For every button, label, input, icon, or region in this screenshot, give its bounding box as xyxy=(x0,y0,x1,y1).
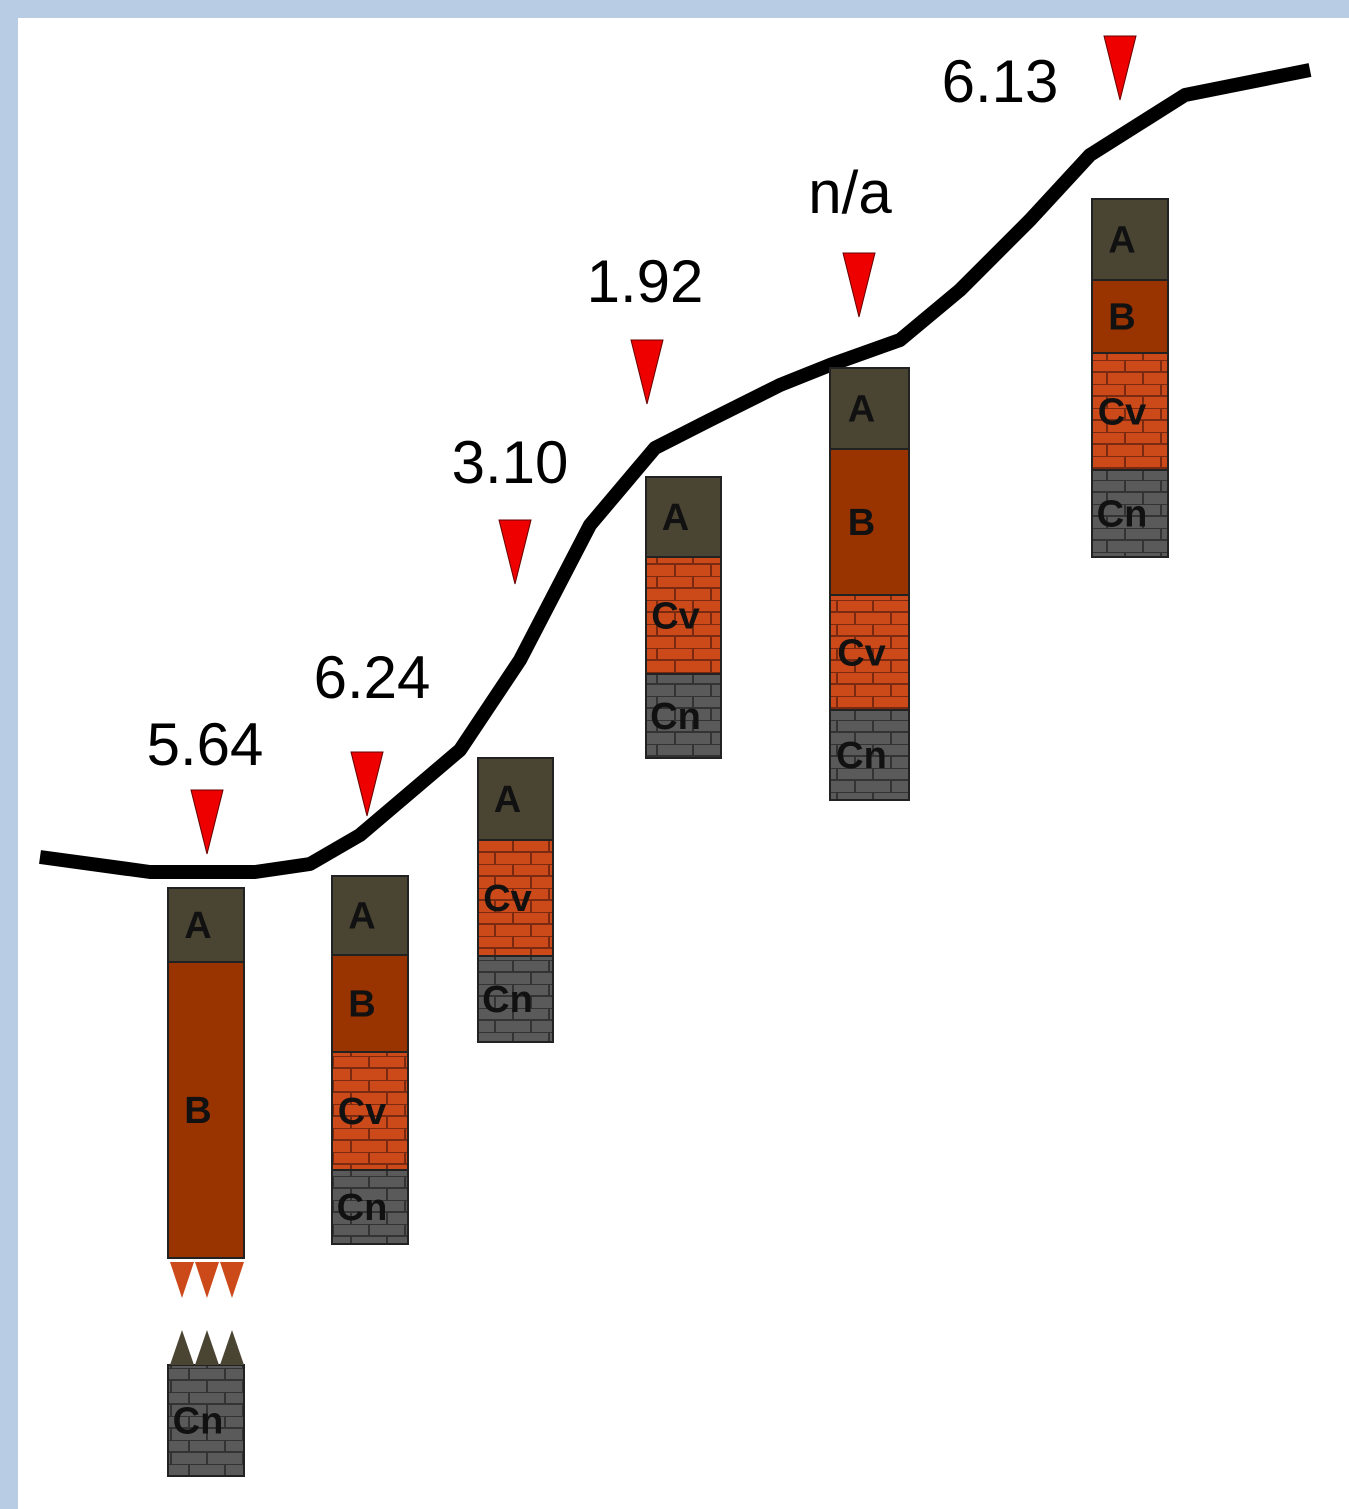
value-label: 6.24 xyxy=(314,644,431,711)
layer-label: Cv xyxy=(651,596,700,638)
soil-layer xyxy=(645,556,722,675)
soil-layer xyxy=(331,1169,409,1245)
layer-label: B xyxy=(1108,297,1135,339)
soil-layer xyxy=(1091,469,1169,558)
layer-label: A xyxy=(662,497,689,539)
layer-label: Cv xyxy=(483,878,532,920)
soil-layer xyxy=(167,961,245,1259)
value-label: 3.10 xyxy=(452,429,569,496)
soil-layer xyxy=(331,954,409,1053)
soil-layer xyxy=(645,476,722,558)
layer-label: A xyxy=(1108,220,1135,262)
layer-label: B xyxy=(348,984,375,1026)
break-spike xyxy=(195,1330,219,1365)
soil-layer xyxy=(331,1051,409,1171)
layer-label: Cn xyxy=(337,1187,388,1229)
value-label: 6.13 xyxy=(942,48,1059,115)
layer-label: Cn xyxy=(1097,494,1148,536)
break-spike xyxy=(170,1262,194,1298)
marker xyxy=(630,339,664,405)
soil-layer xyxy=(477,839,554,957)
layer-label: A xyxy=(848,389,875,431)
value-label: 5.64 xyxy=(147,711,264,778)
soil-layer xyxy=(1091,279,1169,354)
soil-layer xyxy=(167,887,245,963)
layer-label: Cv xyxy=(1098,392,1147,434)
soil-layer xyxy=(167,1364,245,1477)
marker xyxy=(498,519,532,585)
soil-layer xyxy=(1091,198,1169,281)
layer-label: Cn xyxy=(173,1401,224,1443)
layer-label: Cv xyxy=(338,1091,387,1133)
soil-layer xyxy=(829,709,910,801)
soil-layer xyxy=(477,955,554,1043)
break-spike xyxy=(195,1262,219,1298)
soil-layer xyxy=(645,673,722,759)
marker xyxy=(842,252,876,318)
layer-label: A xyxy=(184,905,211,947)
soil-layer xyxy=(331,875,409,956)
break-spike xyxy=(170,1330,194,1365)
break-spike xyxy=(220,1330,244,1365)
layer-label: Cv xyxy=(837,633,886,675)
marker xyxy=(1103,35,1137,101)
layer-label: A xyxy=(494,779,521,821)
soil-layer xyxy=(477,757,554,841)
layer-label: Cn xyxy=(482,979,533,1021)
layer-label: Cn xyxy=(836,735,887,777)
profiles: 5.64ABCn6.24ABCvCn3.10ACvCn1.92ACvCnn/aA… xyxy=(147,35,1169,1477)
layer-label: Cn xyxy=(650,696,701,738)
soil-layer xyxy=(829,367,910,450)
value-label: n/a xyxy=(808,159,892,226)
soil-layer xyxy=(829,594,910,711)
break-spike xyxy=(220,1262,244,1298)
value-label: 1.92 xyxy=(587,248,704,315)
layer-label: B xyxy=(184,1090,211,1132)
layer-label: A xyxy=(348,896,375,938)
layer-label: B xyxy=(848,502,875,544)
terrain-line xyxy=(39,63,1312,879)
marker xyxy=(190,789,224,855)
soil-layer xyxy=(1091,352,1169,471)
marker xyxy=(350,751,384,817)
